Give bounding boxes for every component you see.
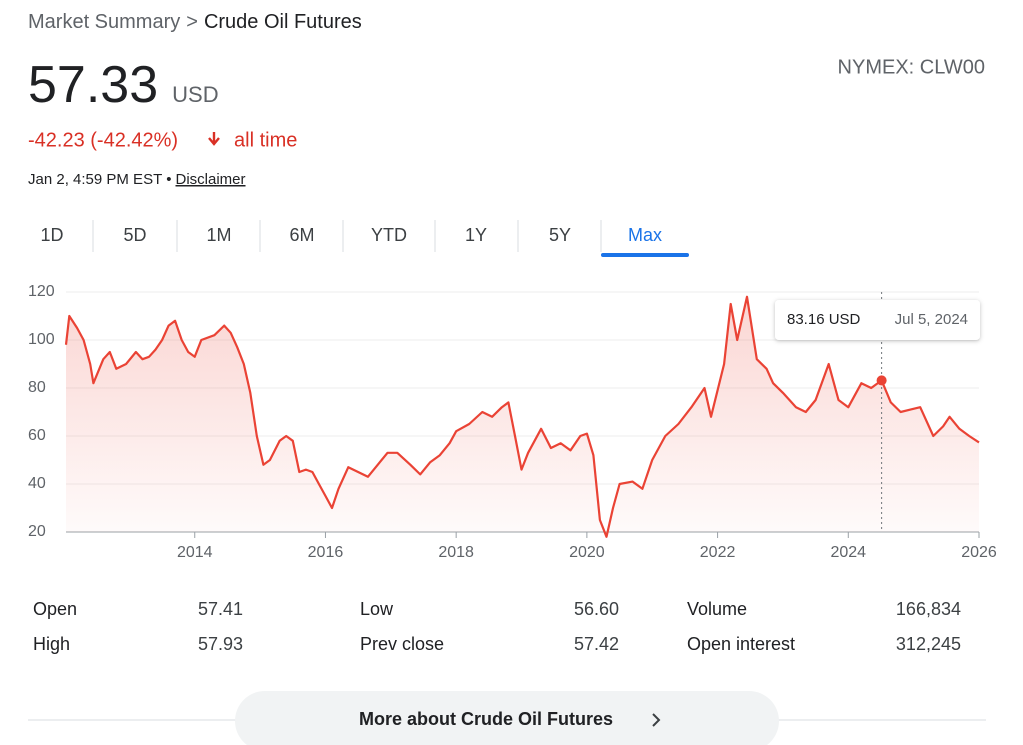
timestamp: Jan 2, 4:59 PM EST: [28, 171, 162, 188]
price-line: 57.33 USD: [28, 56, 219, 114]
timestamp-line: Jan 2, 4:59 PM EST • Disclaimer: [28, 171, 246, 188]
x-tick-label: 2020: [569, 544, 605, 561]
stat-value: 57.41: [198, 599, 243, 619]
y-tick-label: 20: [28, 523, 46, 540]
stat-label: Open interest: [687, 634, 795, 654]
tab[interactable]: 6M: [289, 225, 314, 245]
price: 57.33: [28, 56, 158, 114]
stat-value: 57.42: [574, 634, 619, 654]
tab[interactable]: 5Y: [549, 225, 571, 245]
price-line: [64, 295, 980, 538]
stat-value: 57.93: [198, 634, 243, 654]
stat-value: 166,834: [896, 599, 961, 619]
stat-value: 312,245: [896, 634, 961, 654]
tab[interactable]: 1D: [40, 225, 63, 245]
tab[interactable]: 1Y: [465, 225, 487, 245]
disclaimer-link[interactable]: Disclaimer: [176, 171, 246, 188]
breadcrumb-sep: >: [186, 11, 198, 33]
x-tick-label: 2016: [308, 544, 344, 561]
breadcrumb-root[interactable]: Market Summary: [28, 11, 180, 33]
tooltip-date: Jul 5, 2024: [895, 311, 968, 328]
change: -42.23 (-42.42%): [28, 129, 178, 151]
breadcrumb: Market Summary > Crude Oil Futures: [28, 11, 362, 33]
tab[interactable]: YTD: [371, 225, 407, 245]
x-tick-label: 2014: [177, 544, 213, 561]
ticker: NYMEX: CLW00: [838, 56, 985, 78]
area-fill: [66, 296, 979, 537]
y-tick-label: 100: [28, 331, 55, 348]
tab[interactable]: Max: [628, 225, 662, 245]
breadcrumb-current: Crude Oil Futures: [204, 11, 362, 33]
x-tick-label: 2018: [438, 544, 474, 561]
stat-label: Open: [33, 599, 77, 619]
stat-label: Volume: [687, 599, 747, 619]
stat-label: Low: [360, 599, 394, 619]
y-tick-label: 60: [28, 427, 46, 444]
more-button-label[interactable]: More about Crude Oil Futures: [359, 709, 613, 729]
tab[interactable]: 5D: [123, 225, 146, 245]
more-button[interactable]: [235, 691, 779, 745]
x-tick-label: 2024: [830, 544, 866, 561]
timestamp-sep: •: [166, 171, 171, 188]
x-tick-label: 2026: [961, 544, 997, 561]
y-tick-label: 40: [28, 475, 46, 492]
tab[interactable]: 1M: [206, 225, 231, 245]
tab-indicator: [601, 253, 689, 257]
currency: USD: [172, 82, 218, 107]
y-tick-label: 80: [28, 379, 46, 396]
stat-value: 56.60: [574, 599, 619, 619]
y-tick-label: 120: [28, 283, 55, 300]
tooltip-value: 83.16 USD: [787, 311, 861, 328]
chevron: [652, 713, 661, 727]
x-tick-label: 2022: [700, 544, 736, 561]
tooltip: [775, 300, 980, 340]
stat-label: High: [33, 634, 70, 654]
change-period: all time: [234, 129, 297, 151]
down-arrow: [208, 132, 220, 146]
hover-dot: [876, 375, 887, 386]
stat-label: Prev close: [360, 634, 444, 654]
